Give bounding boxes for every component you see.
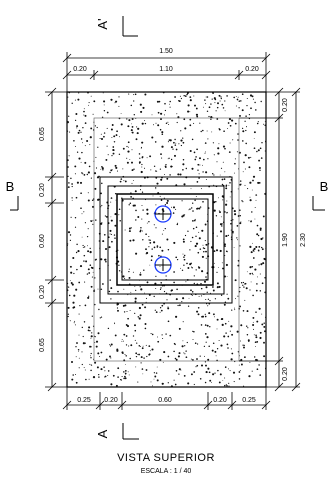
dim-bottom-part-5: 0.25	[242, 397, 256, 404]
dim-bottom-part-1: 0.25	[77, 397, 91, 404]
dim-bottom-part-3: 0.60	[158, 397, 172, 404]
section-mark-a-bottom: A	[95, 423, 139, 439]
dim-left-part-2: 0.20	[39, 183, 46, 197]
slab	[67, 91, 267, 387]
section-label-a-bottom: A	[95, 429, 110, 438]
dim-top-part-1: 0.20	[73, 66, 87, 73]
section-label-b-left: B	[6, 179, 15, 194]
section-mark-a-top: A'	[95, 16, 138, 36]
dim-top-part-2: 1.10	[159, 66, 173, 73]
dim-right-outer: 2.30	[300, 233, 307, 247]
drawing-title: VISTA SUPERIOR	[117, 452, 215, 464]
section-label-a-top: A'	[95, 18, 110, 29]
dim-top-total: 1.50	[159, 48, 173, 55]
dim-bottom-part-4: 0.20	[213, 397, 227, 404]
dim-left-part-5: 0.65	[39, 338, 46, 352]
dim-top-part-3: 0.20	[245, 66, 259, 73]
drawing-scale: ESCALA : 1 / 40	[141, 468, 192, 475]
dim-right-bottom: 0.20	[282, 367, 289, 381]
section-label-b-right: B	[320, 179, 329, 194]
dim-right-top: 0.20	[282, 98, 289, 112]
dim-bottom-part-2: 0.20	[104, 397, 118, 404]
marker-upper	[155, 206, 171, 222]
left-dimensions	[45, 88, 67, 391]
dim-left-part-3: 0.60	[39, 234, 46, 248]
marker-lower	[155, 257, 171, 273]
section-mark-b-left: B	[6, 179, 18, 210]
dim-left-part-4: 0.20	[39, 285, 46, 299]
dim-left-part-1: 0.65	[39, 127, 46, 141]
dim-right-inner: 1.90	[282, 233, 289, 247]
section-mark-b-right: B	[313, 179, 328, 210]
